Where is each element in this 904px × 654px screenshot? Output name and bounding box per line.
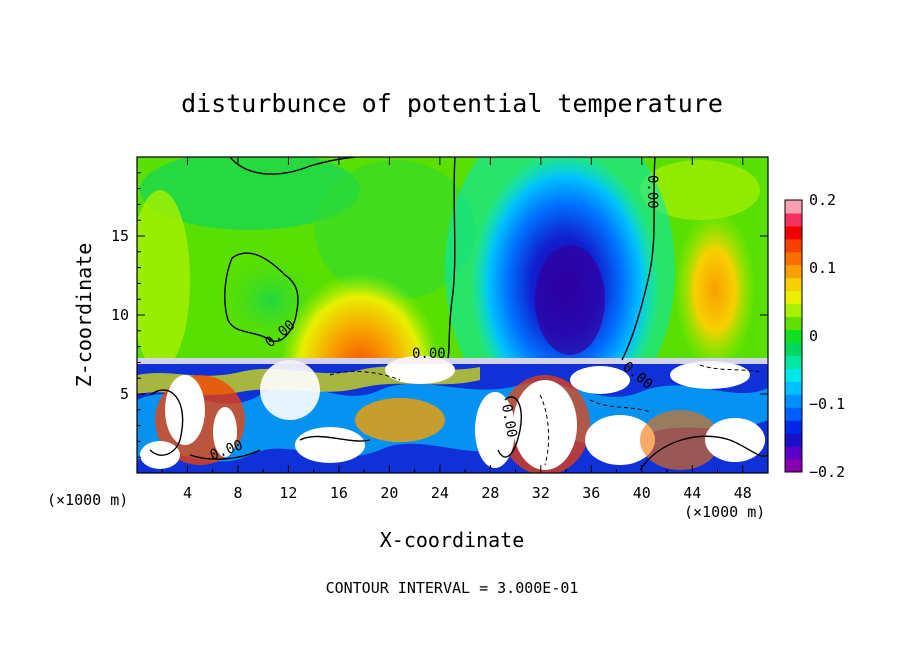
colorbar-swatch (785, 381, 802, 395)
contour-label: 0.00 (412, 346, 446, 362)
y-tick-label: 10 (111, 306, 129, 324)
colorbar-swatch (785, 238, 802, 253)
colorbar-tick-label: 0.2 (809, 191, 836, 209)
x-axis: 4 8 12 16 20 24 28 32 36 40 44 48 (161, 157, 752, 502)
x-tick-label: 40 (633, 484, 651, 502)
colorbar-swatch (785, 225, 802, 240)
x-axis-label: X-coordinate (380, 528, 525, 552)
contour-label: 0.00 (644, 175, 660, 209)
x-tick-label: 32 (532, 484, 550, 502)
x-unit-right: (×1000 m) (684, 503, 765, 521)
colorbar-swatch (785, 394, 802, 408)
x-tick-label: 8 (233, 484, 242, 502)
x-tick-label: 36 (582, 484, 600, 502)
y-tick-label: 15 (111, 227, 129, 245)
colorbar-swatch (785, 200, 802, 214)
colorbar-tick-label: 0.1 (809, 259, 836, 277)
colorbar-swatch (785, 264, 802, 279)
colorbar-tick-label: 0 (809, 327, 818, 345)
colorbar-swatch (785, 459, 802, 473)
colorbar-swatch (785, 446, 802, 460)
contour-interval-note: CONTOUR INTERVAL = 3.000E-01 (326, 579, 579, 597)
x-tick-label: 44 (683, 484, 701, 502)
colorbar-swatch (785, 420, 802, 434)
colorbar-swatch (785, 368, 802, 382)
x-tick-label: 28 (481, 484, 499, 502)
colorbar-swatch (785, 290, 802, 305)
colorbar-tick-label: −0.1 (809, 395, 845, 413)
y-axis: 5 10 15 (111, 172, 768, 458)
heatmap-field: 0.00 0.00 0.00 0.00 0.00 0.00 (137, 157, 768, 473)
chart-title: disturbunce of potential temperature (181, 89, 723, 118)
x-unit-left: (×1000 m) (47, 491, 128, 509)
x-tick-label: 48 (734, 484, 752, 502)
x-tick-label: 24 (431, 484, 449, 502)
contour-lines (149, 157, 768, 471)
colorbar-swatch (785, 316, 802, 331)
colorbar-swatch (785, 342, 802, 356)
x-tick-label: 20 (380, 484, 398, 502)
y-axis-label: Z-coordinate (72, 243, 96, 388)
colorbar-swatch (785, 303, 802, 318)
colorbar-swatch (785, 251, 802, 266)
x-tick-label: 16 (330, 484, 348, 502)
colorbar-swatch (785, 329, 802, 343)
colorbar-swatch (785, 277, 802, 292)
contour-label: 0.00 (498, 403, 520, 439)
colorbar-swatch (785, 433, 802, 447)
colorbar-swatch (785, 355, 802, 369)
colorbar-frame (784, 199, 803, 473)
colorbar (785, 200, 802, 473)
colorbar-ticks: 0.2 0.1 0 −0.1 −0.2 (809, 191, 845, 481)
x-tick-label: 12 (279, 484, 297, 502)
colorbar-swatch (785, 212, 802, 227)
colorbar-swatch (785, 407, 802, 421)
y-tick-label: 5 (120, 385, 129, 403)
colorbar-tick-label: −0.2 (809, 463, 845, 481)
x-tick-label: 4 (183, 484, 192, 502)
